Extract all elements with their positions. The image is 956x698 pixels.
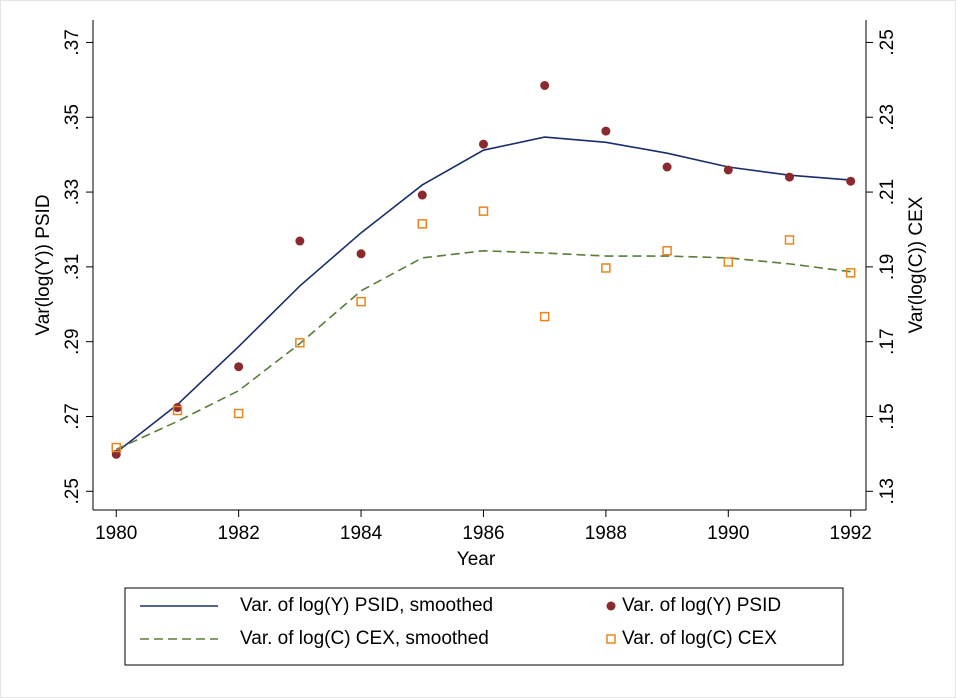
point [295, 236, 305, 246]
y2-tick-label: .21 [877, 179, 898, 205]
point [784, 235, 795, 245]
y-tick-label: .27 [62, 403, 83, 429]
legend-swatch [606, 601, 616, 611]
y-tick-label: .33 [62, 179, 83, 205]
legend-label: Var. of log(Y) PSID [622, 595, 781, 616]
legend [124, 587, 844, 666]
point [417, 219, 428, 229]
y2-tick-label: .17 [877, 328, 898, 354]
point [111, 442, 122, 453]
x-tick-label: 1984 [340, 523, 383, 544]
point [172, 405, 183, 416]
point [601, 126, 611, 136]
y2-tick-label: .23 [877, 104, 898, 130]
x-tick-label: 1988 [585, 523, 627, 544]
y2-axis-title: Var(log(C)) CEX [906, 196, 927, 333]
y2-tick-label: .13 [877, 478, 898, 504]
point [784, 172, 794, 182]
y-tick-label: .31 [62, 254, 83, 280]
y2-tick-label: .19 [877, 254, 898, 280]
y2-tick-label: .15 [877, 403, 898, 429]
point [478, 139, 488, 149]
point [295, 338, 305, 348]
series-line [115, 249, 851, 451]
point [723, 257, 734, 267]
point [845, 268, 856, 278]
point [233, 408, 244, 419]
point [540, 80, 550, 90]
point [356, 296, 366, 307]
point [172, 403, 182, 413]
point [601, 263, 611, 273]
point [234, 362, 244, 372]
y2-tick-label: .25 [877, 29, 898, 55]
point [846, 176, 856, 186]
legend-label: Var. of log(C) CEX, smoothed [240, 628, 489, 649]
y-tick-label: .35 [62, 104, 83, 130]
point [662, 162, 672, 172]
y-tick-label: .37 [62, 29, 83, 55]
y-tick-label: .29 [62, 328, 83, 354]
point [662, 246, 672, 256]
point [539, 311, 550, 322]
legend-label: Var. of log(Y) PSID, smoothed [240, 595, 493, 616]
x-tick-label: 1990 [707, 523, 749, 544]
x-axis-title: Year [457, 549, 496, 570]
x-tick-label: 1986 [462, 523, 504, 544]
y-axis-title: Var(log(Y)) PSID [33, 194, 54, 335]
point [417, 190, 427, 200]
x-tick-label: 1992 [830, 523, 872, 544]
x-tick-label: 1982 [218, 523, 260, 544]
y-tick-label: .25 [62, 478, 83, 504]
legend-swatch [606, 634, 616, 644]
legend-label: Var. of log(C) CEX [622, 628, 777, 649]
point [723, 165, 733, 175]
point [478, 206, 489, 216]
x-tick-label: 1980 [95, 523, 137, 544]
point [356, 249, 366, 259]
